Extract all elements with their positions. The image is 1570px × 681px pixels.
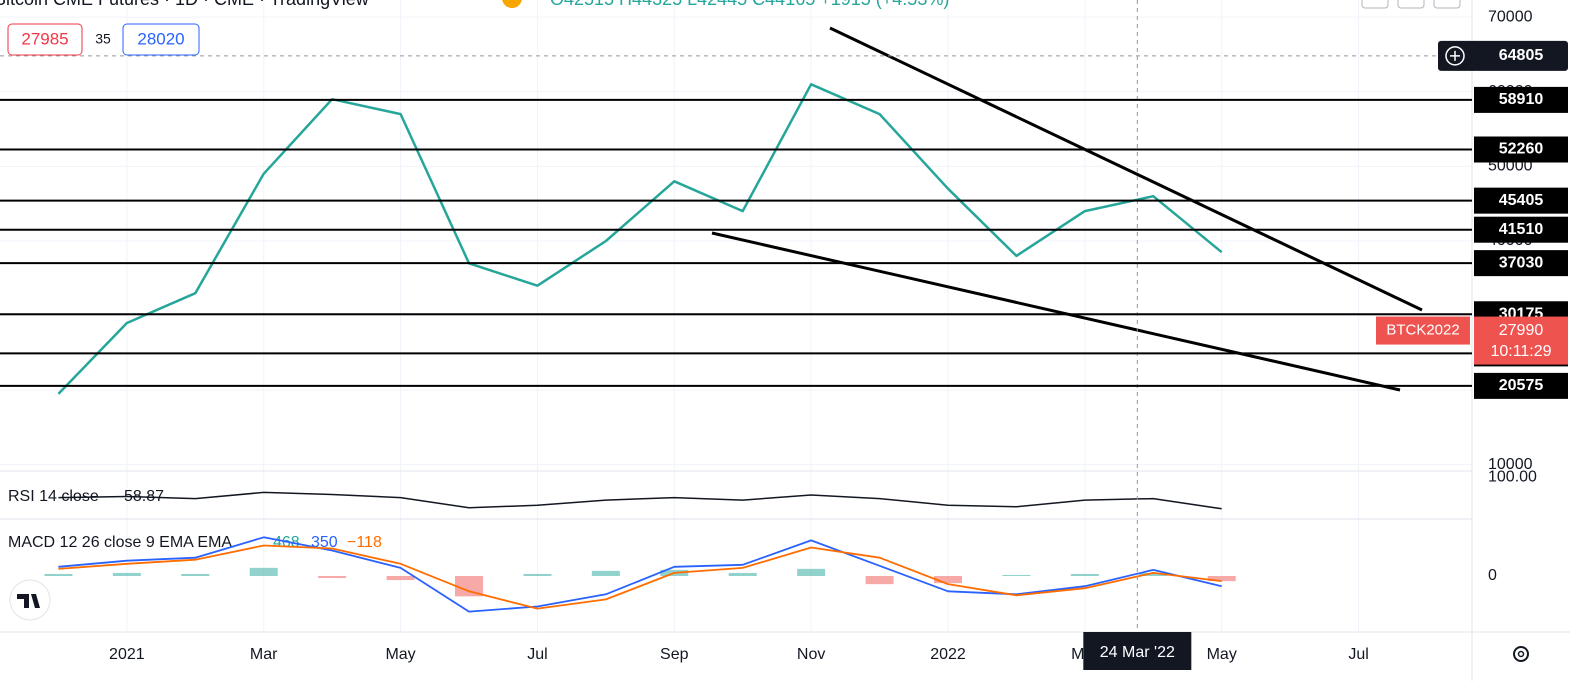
- level-label: 37030: [1499, 254, 1544, 271]
- x-tick-label: May: [385, 646, 415, 663]
- ohlc-values: O42515 H44325 L42445 C44165 +1915 (+4.53…: [550, 0, 949, 9]
- level-label: 58910: [1499, 91, 1544, 108]
- histogram-bar: [591, 570, 620, 576]
- histogram-bar: [44, 573, 73, 576]
- series-line: [58, 536, 1222, 613]
- button[interactable]: [1433, 0, 1461, 9]
- histogram-bar: [523, 573, 552, 576]
- histogram-bar: [1139, 572, 1168, 576]
- symbol-box: [1376, 316, 1470, 345]
- last-price-label: 27990: [1499, 322, 1544, 339]
- y-tick-label: 10000: [1488, 456, 1533, 473]
- bid-price: 27985: [21, 29, 68, 48]
- level-label-box: [1474, 250, 1568, 277]
- crosshair-price-box: [1438, 40, 1568, 71]
- level-label-box: [1474, 136, 1568, 163]
- chart-title: Bitcoin CME Futures · 1D · CME · Trading…: [0, 0, 370, 9]
- histogram-bar: [112, 572, 141, 576]
- crosshair-price-label: 64805: [1499, 47, 1544, 64]
- level-label-box: [1474, 187, 1568, 214]
- x-tick-label: Nov: [797, 646, 825, 663]
- indicator-title: MACD 12 26 close 9 EMA EMA: [8, 534, 232, 551]
- y-tick-label: 100.00: [1488, 468, 1537, 485]
- histogram-bar: [181, 573, 210, 576]
- histogram-bar: [1002, 574, 1031, 576]
- currency-icon: [502, 0, 522, 8]
- level-label: 45405: [1499, 192, 1544, 209]
- y-tick-label: 70000: [1488, 8, 1533, 25]
- trendline: [711, 231, 1401, 392]
- histogram-bar: [455, 576, 483, 597]
- histogram-bar: [318, 576, 347, 579]
- histogram-bar: [386, 576, 415, 581]
- histogram-bar: [934, 576, 962, 584]
- spread: 35: [95, 31, 111, 47]
- add-alert-plus: [1450, 50, 1460, 61]
- countdown-label: 10:11:29: [1490, 343, 1551, 360]
- settings-icon-center: [1517, 650, 1525, 658]
- series-line: [58, 491, 1222, 510]
- level-label-box: [1474, 216, 1568, 243]
- indicator-title: RSI 14 close: [8, 488, 99, 505]
- crosshair-time-label: 24 Mar '22: [1100, 644, 1175, 661]
- tradingview-logo[interactable]: [9, 579, 51, 621]
- level-label: 52260: [1499, 141, 1544, 158]
- x-tick-label: May: [1207, 646, 1237, 663]
- histogram-bar: [249, 567, 278, 576]
- histogram-bar: [1070, 573, 1099, 576]
- level-label-box: [1474, 372, 1568, 399]
- x-tick-label: Sep: [660, 646, 689, 663]
- ask-price: 28020: [137, 29, 184, 48]
- series-line: [57, 83, 1223, 395]
- level-label: 41510: [1499, 221, 1544, 238]
- last-price-box: [1474, 316, 1568, 365]
- background-layer: [0, 0, 1472, 632]
- indicator-value: 58.87: [124, 488, 164, 505]
- histogram-bar: [865, 576, 894, 585]
- logo-mark: [17, 594, 40, 608]
- histogram-bar: [797, 568, 826, 576]
- crosshair-time-box: [1083, 632, 1192, 670]
- bid-box[interactable]: [7, 23, 83, 56]
- series-line: [58, 544, 1222, 610]
- add-alert-icon[interactable]: [1445, 46, 1465, 66]
- indicator-value: −118: [347, 534, 382, 551]
- x-tick-label: 2021: [109, 646, 145, 663]
- y-tick-label: 0: [1488, 567, 1497, 584]
- settings-icon[interactable]: [1513, 646, 1529, 662]
- button[interactable]: [1397, 0, 1425, 9]
- x-tick-label: 2022: [930, 646, 966, 663]
- level-label: 20575: [1499, 377, 1544, 394]
- x-tick-label: Jul: [527, 646, 547, 663]
- histogram-bar: [1207, 576, 1236, 582]
- symbol-label: BTCK2022: [1386, 322, 1459, 339]
- x-tick-label: Mar: [250, 646, 278, 663]
- histogram-bar: [728, 572, 757, 576]
- x-tick-label: Jul: [1348, 646, 1368, 663]
- button[interactable]: [1361, 0, 1389, 9]
- level-label-box: [1474, 86, 1568, 113]
- trendline: [829, 26, 1423, 312]
- ask-box[interactable]: [122, 23, 200, 56]
